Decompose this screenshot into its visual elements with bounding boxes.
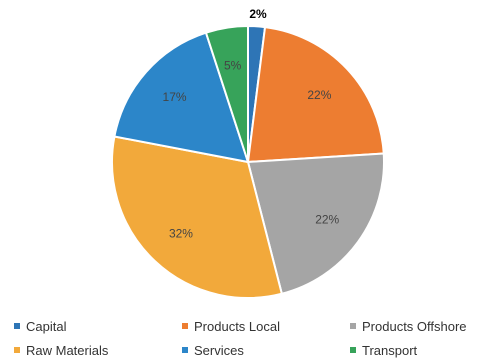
legend-label-capital: Capital <box>26 318 67 334</box>
legend-item-raw-materials: Raw Materials <box>14 343 182 358</box>
legend-item-transport: Transport <box>350 343 490 358</box>
legend-label-products-offshore: Products Offshore <box>362 318 467 334</box>
legend-row-1: Capital Products Local Products Offshore <box>14 314 490 338</box>
pie-slice-raw-materials <box>111 135 284 299</box>
legend-label-raw-materials: Raw Materials <box>26 342 109 358</box>
data-label-transport: 5% <box>224 58 242 72</box>
data-label-capital: 2% <box>249 7 267 21</box>
legend-row-2: Raw Materials Services Transport <box>14 338 490 362</box>
legend-swatch-transport <box>350 347 356 353</box>
legend-swatch-products-offshore <box>350 323 356 329</box>
pie-slice-products-local <box>246 25 385 164</box>
pie-chart-plot: 2% 22% 22% 32% 17% 5% <box>111 7 385 299</box>
pie-slice-services <box>113 31 250 164</box>
legend-item-services: Services <box>182 343 350 358</box>
pie-slice-products-offshore <box>246 152 385 295</box>
pie-slices <box>111 24 385 299</box>
data-label-products-local: 22% <box>307 88 331 102</box>
legend-item-capital: Capital <box>14 319 182 334</box>
pie-data-labels: 2% 22% 22% 32% 17% 5% <box>163 7 340 240</box>
data-label-products-offshore: 22% <box>315 213 339 227</box>
data-label-raw-materials: 32% <box>169 226 193 240</box>
pie-slice-transport <box>204 24 249 163</box>
legend-label-products-local: Products Local <box>194 318 280 334</box>
legend-swatch-services <box>182 347 188 353</box>
legend-item-products-local: Products Local <box>182 319 350 334</box>
legend-swatch-capital <box>14 323 20 329</box>
legend-swatch-products-local <box>182 323 188 329</box>
legend-label-transport: Transport <box>362 342 418 358</box>
legend-item-products-offshore: Products Offshore <box>350 319 490 334</box>
chart-legend: Capital Products Local Products Offshore… <box>14 314 490 362</box>
legend-swatch-raw-materials <box>14 347 20 353</box>
data-label-services: 17% <box>163 90 187 104</box>
legend-label-services: Services <box>194 342 244 358</box>
